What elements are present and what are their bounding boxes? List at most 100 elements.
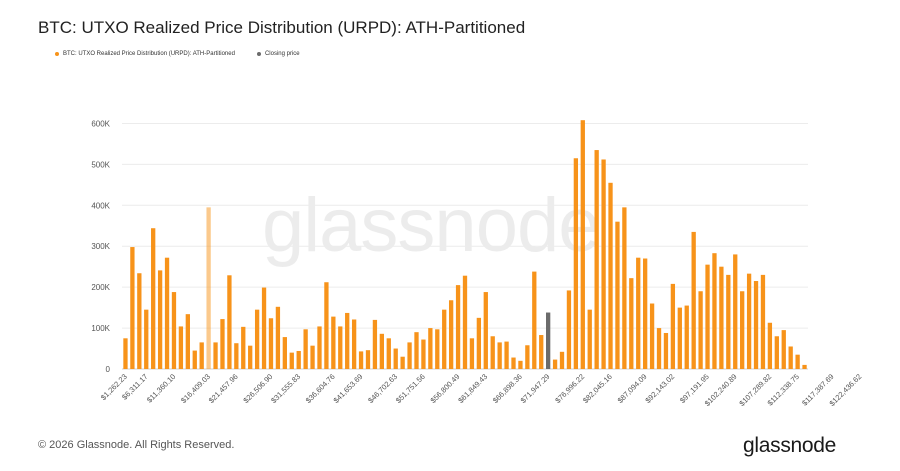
bar[interactable] (338, 326, 343, 369)
bar[interactable] (365, 350, 371, 369)
bar[interactable] (733, 254, 738, 369)
bar[interactable] (455, 285, 461, 369)
bar[interactable] (740, 291, 745, 369)
bar[interactable] (185, 314, 190, 369)
bar[interactable] (157, 270, 163, 369)
bar[interactable] (719, 266, 724, 369)
bar[interactable] (511, 357, 516, 369)
bar[interactable] (171, 292, 177, 369)
bar[interactable] (317, 326, 322, 369)
bar[interactable] (476, 317, 482, 369)
bar[interactable] (643, 258, 648, 369)
bar[interactable] (442, 309, 447, 369)
bar[interactable] (345, 312, 350, 369)
bar[interactable] (178, 326, 184, 369)
bar[interactable] (566, 290, 572, 369)
bar[interactable] (469, 338, 475, 369)
bar[interactable] (282, 337, 287, 369)
bar[interactable] (629, 278, 634, 369)
bar[interactable] (802, 364, 807, 369)
bar[interactable] (331, 316, 336, 369)
bar[interactable] (351, 319, 357, 369)
bar[interactable] (753, 281, 759, 369)
bar[interactable] (684, 305, 689, 369)
bar[interactable] (663, 332, 669, 369)
bar[interactable] (518, 360, 523, 369)
bar[interactable] (746, 273, 752, 369)
bar[interactable] (705, 264, 710, 369)
bar[interactable] (767, 322, 773, 369)
bar[interactable] (372, 319, 378, 369)
bar[interactable] (698, 291, 703, 369)
bar[interactable] (324, 282, 329, 369)
bar[interactable] (483, 292, 488, 369)
bar[interactable] (268, 318, 274, 369)
bar[interactable] (206, 207, 211, 369)
bar[interactable] (559, 351, 565, 369)
bar[interactable] (490, 336, 495, 369)
bar[interactable] (296, 350, 301, 369)
bar[interactable] (580, 120, 585, 369)
bar[interactable] (137, 273, 142, 369)
bar[interactable] (691, 231, 696, 369)
bar[interactable] (573, 158, 579, 369)
bar[interactable] (130, 247, 135, 369)
bar[interactable] (726, 274, 731, 369)
bar[interactable] (414, 332, 419, 369)
glassnode-logo[interactable]: glassnode (743, 434, 837, 457)
bar[interactable] (400, 356, 405, 369)
bar[interactable] (795, 354, 800, 369)
bar[interactable] (462, 275, 468, 369)
bar[interactable] (656, 328, 662, 369)
bar[interactable] (525, 345, 530, 369)
bar[interactable] (601, 159, 606, 369)
bar[interactable] (254, 309, 260, 369)
bar[interactable] (164, 257, 170, 369)
bar[interactable] (241, 326, 246, 369)
bar[interactable] (151, 228, 156, 369)
bar[interactable] (677, 307, 682, 369)
bar[interactable] (248, 345, 253, 369)
bar[interactable] (123, 338, 128, 369)
closing-price-bar[interactable] (546, 312, 551, 369)
bar[interactable] (636, 257, 641, 369)
bar[interactable] (774, 336, 779, 369)
bar[interactable] (649, 303, 655, 369)
bar[interactable] (234, 343, 239, 369)
bar[interactable] (379, 333, 384, 369)
bar[interactable] (435, 329, 440, 369)
bar[interactable] (712, 253, 717, 369)
bar[interactable] (615, 221, 620, 369)
bar[interactable] (358, 351, 364, 369)
bar[interactable] (608, 182, 613, 369)
bar[interactable] (594, 150, 599, 369)
legend-item-urpd[interactable]: BTC: UTXO Realized Price Distribution (U… (55, 51, 235, 57)
bar[interactable] (289, 352, 294, 369)
bar[interactable] (227, 275, 232, 369)
bar[interactable] (261, 287, 267, 369)
bar[interactable] (670, 283, 676, 369)
bar[interactable] (275, 306, 281, 369)
bar[interactable] (192, 350, 197, 369)
bar[interactable] (760, 274, 766, 369)
bar[interactable] (393, 348, 398, 369)
bar[interactable] (552, 359, 558, 369)
bar[interactable] (504, 341, 509, 369)
bar[interactable] (497, 342, 502, 369)
bar[interactable] (144, 309, 149, 369)
bar[interactable] (788, 346, 793, 369)
bar[interactable] (587, 309, 592, 369)
bar[interactable] (407, 342, 412, 369)
bar[interactable] (428, 328, 433, 369)
bar[interactable] (781, 330, 786, 369)
bar[interactable] (448, 300, 454, 369)
bar[interactable] (386, 338, 391, 369)
bar[interactable] (421, 339, 426, 369)
bar[interactable] (622, 207, 627, 369)
bar[interactable] (532, 271, 537, 369)
legend-item-closing-price[interactable]: Closing price (256, 51, 300, 57)
bar[interactable] (539, 335, 544, 369)
bar[interactable] (213, 342, 218, 369)
bar[interactable] (303, 329, 308, 369)
bar[interactable] (220, 319, 225, 369)
